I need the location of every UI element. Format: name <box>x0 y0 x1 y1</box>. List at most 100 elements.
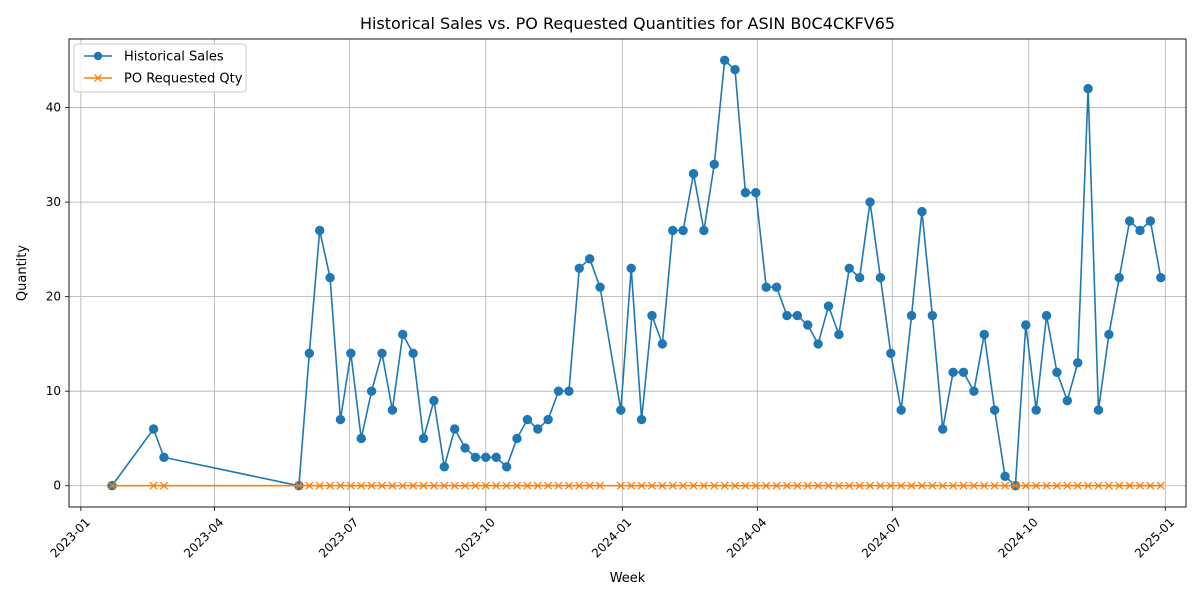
data-point <box>720 481 729 490</box>
data-point <box>1032 481 1041 490</box>
data-point <box>1000 481 1010 490</box>
data-point <box>636 414 647 425</box>
data-point <box>907 481 916 490</box>
data-point <box>1011 481 1020 490</box>
data-point <box>533 481 542 490</box>
series-po-requested-qty <box>107 481 1165 490</box>
data-point <box>761 282 771 292</box>
data-point <box>616 481 625 490</box>
data-point <box>627 481 636 490</box>
data-point <box>875 273 886 283</box>
data-point <box>1135 225 1145 236</box>
data-point <box>294 481 303 490</box>
data-point <box>439 462 450 472</box>
data-point <box>492 481 501 490</box>
data-point <box>148 424 159 434</box>
data-point <box>1063 481 1072 490</box>
y-axis-label: Quantity <box>15 245 30 301</box>
data-point <box>626 263 636 273</box>
data-point <box>1104 329 1114 340</box>
data-point <box>575 481 584 490</box>
data-point <box>834 329 844 340</box>
series-layer <box>107 55 1166 491</box>
data-point <box>990 481 999 490</box>
data-point <box>668 225 678 236</box>
data-point <box>377 348 387 359</box>
data-point <box>1104 481 1113 490</box>
data-point <box>896 405 906 415</box>
data-point <box>1156 273 1166 283</box>
data-point <box>356 433 366 444</box>
data-point <box>782 481 792 490</box>
x-tick-label: 2024-10 <box>995 515 1040 560</box>
data-point <box>1093 405 1104 415</box>
data-point <box>159 452 169 463</box>
data-point <box>647 310 657 321</box>
data-point <box>949 481 958 490</box>
legend-item: PO Requested Qty <box>84 72 243 87</box>
data-point <box>834 481 843 490</box>
data-point <box>928 481 937 490</box>
data-point <box>980 481 989 490</box>
data-point <box>574 263 584 273</box>
data-point <box>699 481 708 490</box>
data-point <box>377 481 387 490</box>
data-point <box>584 254 595 264</box>
data-point <box>1135 481 1145 490</box>
data-point <box>315 481 324 490</box>
y-tick-label: 40 <box>46 101 61 115</box>
data-point <box>709 159 719 169</box>
data-point <box>938 424 948 434</box>
data-point <box>938 481 947 490</box>
data-point <box>845 481 854 490</box>
data-point <box>741 481 750 490</box>
data-point <box>429 395 439 406</box>
data-point <box>366 386 377 396</box>
data-point <box>481 481 490 490</box>
data-point <box>814 481 823 490</box>
legend-marker <box>93 73 103 83</box>
data-point <box>1114 273 1124 283</box>
data-point <box>688 169 699 179</box>
chart-title: Historical Sales vs. PO Requested Quanti… <box>360 14 895 33</box>
data-point <box>523 481 532 490</box>
data-point <box>740 187 751 198</box>
data-point <box>813 339 823 349</box>
data-point <box>1125 481 1134 490</box>
x-tick-label: 2024-07 <box>859 515 904 560</box>
data-point <box>336 481 345 490</box>
data-point <box>314 225 325 236</box>
data-point <box>595 282 605 292</box>
data-point <box>989 405 1000 415</box>
data-point <box>346 481 355 490</box>
x-tick-label: 2023-04 <box>181 515 226 560</box>
data-point <box>751 187 761 198</box>
data-point <box>1021 320 1031 330</box>
data-point <box>387 405 398 415</box>
data-point <box>730 481 740 490</box>
data-point <box>1041 310 1052 321</box>
data-point <box>927 310 938 321</box>
y-tick-label: 20 <box>46 290 61 304</box>
data-point <box>554 481 563 490</box>
data-point <box>823 301 834 311</box>
data-point <box>782 310 792 321</box>
data-point <box>501 462 512 472</box>
data-point <box>533 424 543 434</box>
data-point <box>959 481 968 490</box>
data-point <box>969 481 978 490</box>
x-tick-label: 2025-01 <box>1132 515 1177 560</box>
data-point <box>710 481 719 490</box>
data-point <box>886 348 896 359</box>
data-point <box>512 433 522 444</box>
data-point <box>471 481 480 490</box>
data-point <box>449 424 460 434</box>
data-point <box>543 414 553 425</box>
data-point <box>771 282 782 292</box>
data-point <box>522 414 533 425</box>
y-tick-label: 30 <box>46 195 61 209</box>
data-point <box>544 481 553 490</box>
data-point <box>367 481 376 490</box>
data-point <box>969 386 979 396</box>
